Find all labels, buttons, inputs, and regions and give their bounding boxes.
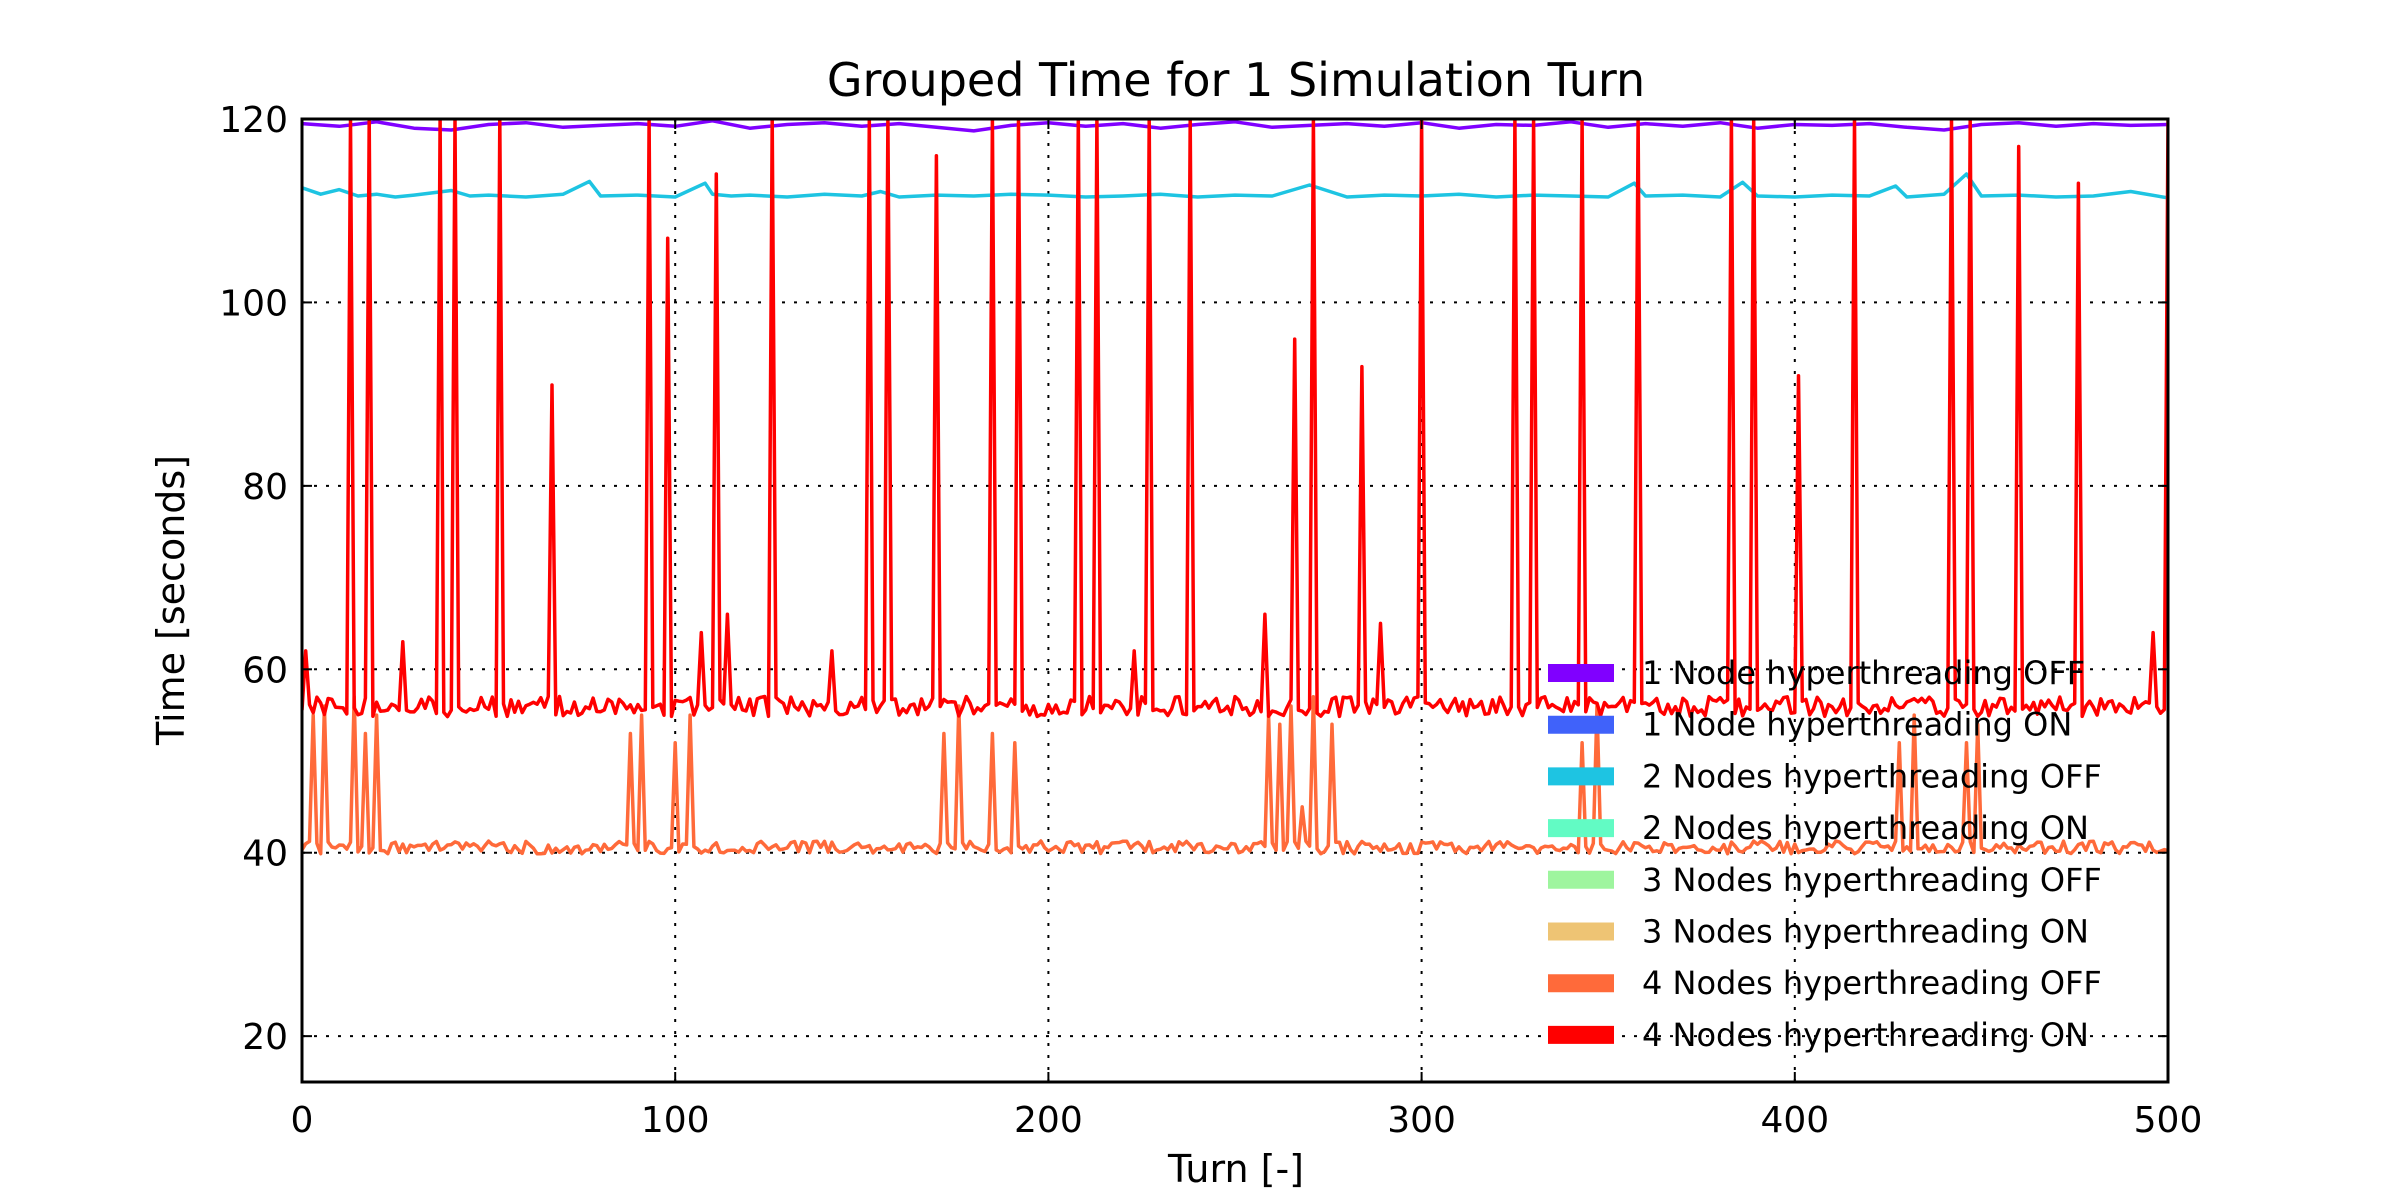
- axis-ticks: 0 100 200 300 400 500 20 40 60 80 100 120: [219, 100, 2202, 1141]
- x-tick-label: 400: [1760, 1100, 1829, 1141]
- x-tick-label: 300: [1387, 1100, 1456, 1141]
- series-line-8: [302, 119, 2168, 719]
- plot-area: [302, 119, 2168, 856]
- legend-label: 3 Nodes hyperthreading ON: [1642, 913, 2089, 951]
- x-axis-label: Turn [-]: [1167, 1147, 1304, 1191]
- y-axis-label: Time [seconds]: [149, 455, 193, 746]
- series-line-3: [302, 172, 2168, 200]
- x-tick-label: 100: [641, 1100, 710, 1141]
- legend-label: 1 Node hyperthreading ON: [1642, 706, 2072, 744]
- legend: 1 Node hyperthreading OFF 1 Node hyperthr…: [1548, 654, 2102, 1054]
- legend-label: 2 Nodes hyperthreading ON: [1642, 809, 2089, 847]
- legend-label: 4 Nodes hyperthreading OFF: [1642, 964, 2102, 1002]
- y-tick-label: 80: [242, 467, 288, 508]
- legend-label: 3 Nodes hyperthreading OFF: [1642, 861, 2102, 899]
- series-line-1: [302, 119, 2168, 133]
- y-tick-label: 40: [242, 834, 288, 875]
- y-tick-label: 60: [242, 650, 288, 691]
- series-line-7: [302, 695, 2168, 856]
- plot-frame: [300, 117, 2170, 1084]
- y-tick-label: 20: [242, 1017, 288, 1058]
- x-tick-label: 500: [2134, 1100, 2203, 1141]
- y-tick-label: 120: [219, 100, 288, 141]
- x-tick-label: 0: [291, 1100, 314, 1141]
- legend-label: 2 Nodes hyperthreading OFF: [1642, 757, 2102, 795]
- x-tick-label: 200: [1014, 1100, 1083, 1141]
- y-tick-label: 100: [219, 283, 288, 324]
- legend-label: 1 Node hyperthreading OFF: [1642, 654, 2085, 692]
- chart-title: Grouped Time for 1 Simulation Turn: [827, 53, 1645, 107]
- legend-label: 4 Nodes hyperthreading ON: [1642, 1016, 2089, 1054]
